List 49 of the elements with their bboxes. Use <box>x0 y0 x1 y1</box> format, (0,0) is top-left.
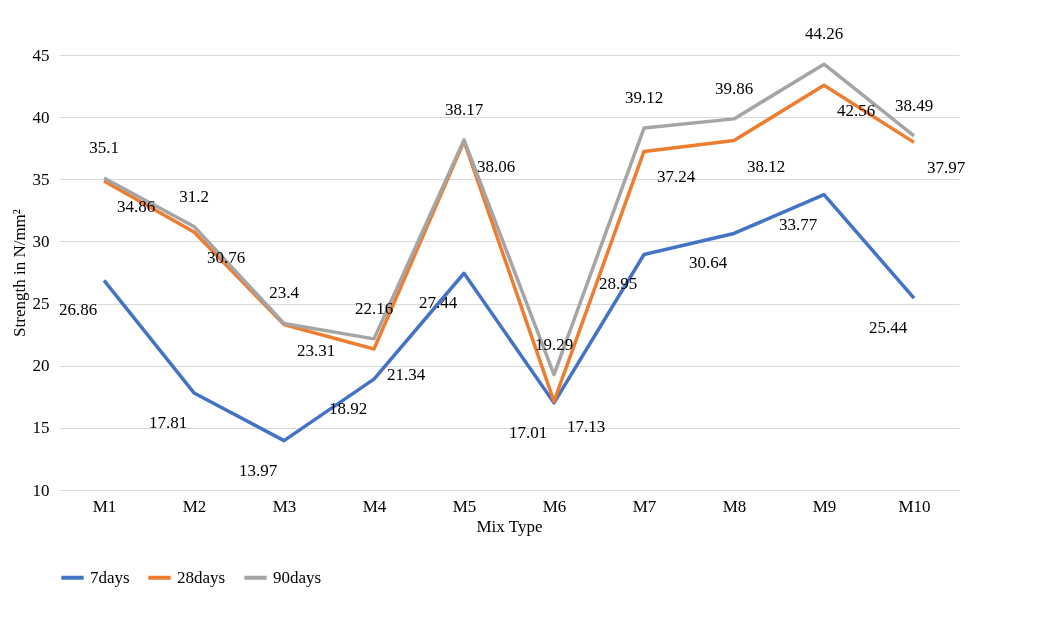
y-axis-title: Strength in N/mm² <box>9 209 29 337</box>
y-tick-label: 20 <box>32 356 50 376</box>
y-tick-label: 45 <box>32 45 50 65</box>
data-label: 17.01 <box>508 422 548 442</box>
line-series <box>102 192 916 443</box>
data-label: 35.1 <box>89 138 119 158</box>
data-label: 21.34 <box>386 365 426 385</box>
x-tick-label: M6 <box>542 496 567 516</box>
x-tick-label: M1 <box>92 496 117 516</box>
data-label: 37.24 <box>656 167 696 187</box>
y-tick-label: 40 <box>32 107 50 127</box>
data-label: 13.97 <box>238 460 278 480</box>
data-label: 34.86 <box>116 197 156 217</box>
data-label: 38.12 <box>746 156 786 176</box>
x-tick-label: M2 <box>182 496 207 516</box>
data-label: 39.12 <box>624 88 664 108</box>
data-label: 17.81 <box>148 412 188 432</box>
x-tick-label: M9 <box>812 496 837 516</box>
data-label: 17.13 <box>566 417 606 437</box>
data-label: 19.29 <box>534 334 574 354</box>
x-tick-label: M4 <box>362 496 387 516</box>
data-label: 44.26 <box>804 24 844 44</box>
data-label: 25.44 <box>868 318 908 338</box>
y-tick-label: 15 <box>32 418 50 438</box>
y-tick-label: 10 <box>32 480 50 500</box>
x-tick-label: M8 <box>722 496 747 516</box>
data-label: 23.31 <box>296 340 336 360</box>
data-label: 37.97 <box>926 158 966 178</box>
data-label: 39.86 <box>714 78 754 98</box>
data-label: 23.4 <box>269 283 300 303</box>
legend-label: 28days <box>177 567 226 587</box>
x-tick-label: M5 <box>452 496 477 516</box>
x-tick-label: M7 <box>632 496 657 516</box>
data-label: 38.49 <box>894 95 934 115</box>
legend-label: 90days <box>273 567 322 587</box>
data-label: 30.64 <box>688 253 728 273</box>
x-tick-label: M10 <box>898 496 931 516</box>
y-tick-label: 35 <box>32 169 50 189</box>
x-axis-title: Mix Type <box>476 516 543 536</box>
data-label: 33.77 <box>778 214 818 234</box>
data-label: 26.86 <box>58 300 98 320</box>
y-tick-label: 30 <box>32 231 50 251</box>
data-label: 31.2 <box>179 186 209 206</box>
data-label: 38.17 <box>444 99 484 119</box>
data-label: 38.06 <box>476 157 516 177</box>
legend-label: 7days <box>90 567 130 587</box>
data-label: 18.92 <box>328 399 368 419</box>
x-tick-label: M3 <box>272 496 297 516</box>
y-tick-label: 25 <box>32 294 50 314</box>
